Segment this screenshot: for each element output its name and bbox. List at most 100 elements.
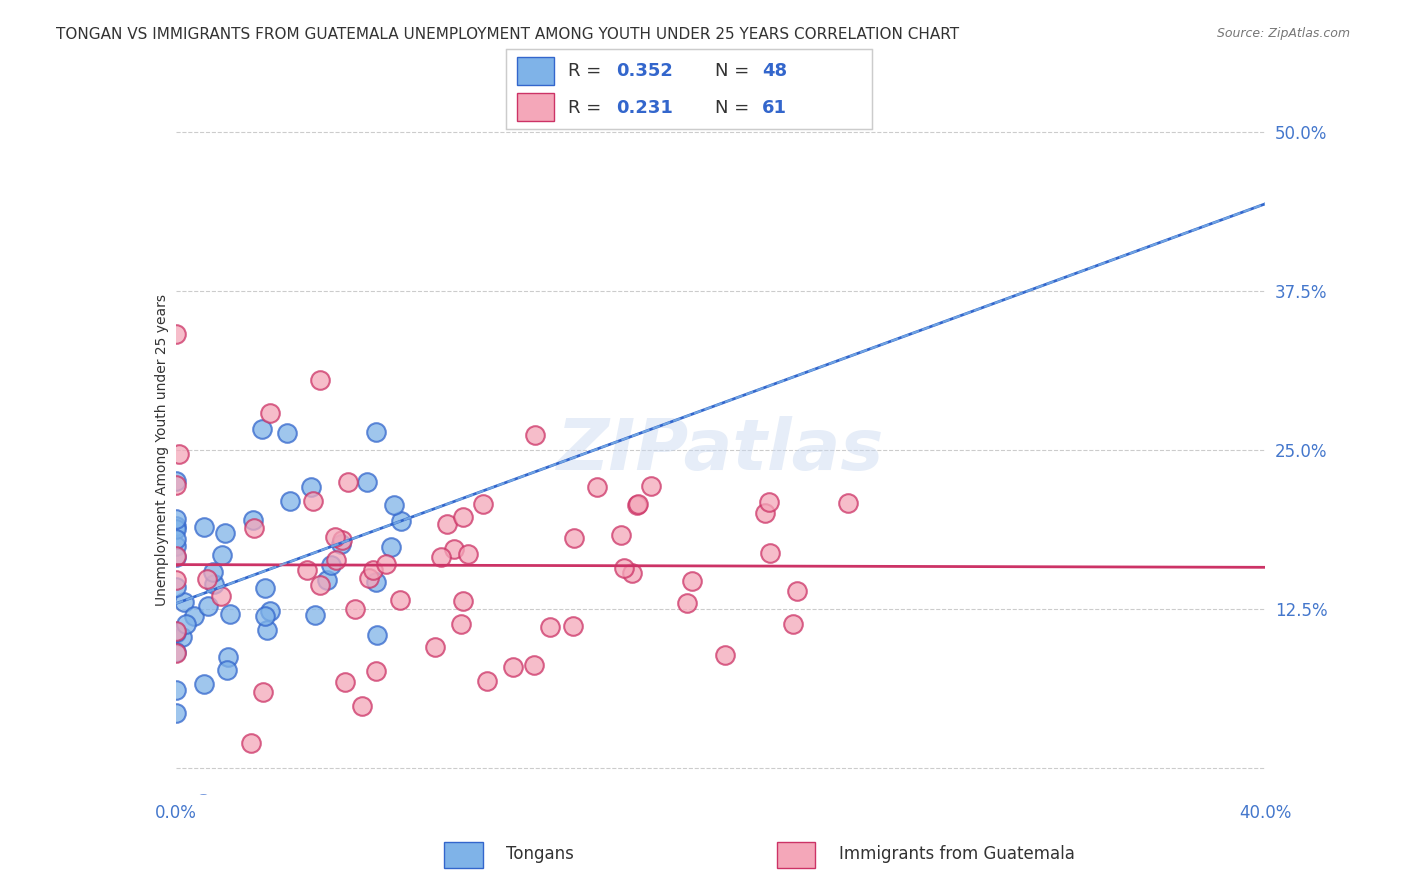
Tongans xyxy=(254,581,277,595)
Tongans xyxy=(165,539,187,553)
Tongans xyxy=(382,498,405,512)
Immigrants from Guatemala xyxy=(640,479,662,493)
Text: 48: 48 xyxy=(762,62,787,79)
Immigrants from Guatemala xyxy=(195,572,218,586)
FancyBboxPatch shape xyxy=(517,57,554,86)
Tongans xyxy=(242,513,264,527)
Immigrants from Guatemala xyxy=(450,616,472,631)
Text: Source: ZipAtlas.com: Source: ZipAtlas.com xyxy=(1216,27,1350,40)
Tongans xyxy=(165,549,187,564)
Immigrants from Guatemala xyxy=(451,509,474,524)
Tongans xyxy=(211,548,233,562)
Tongans xyxy=(250,422,273,436)
Immigrants from Guatemala xyxy=(309,374,332,388)
FancyBboxPatch shape xyxy=(778,842,815,868)
Tongans xyxy=(165,625,187,640)
Immigrants from Guatemala xyxy=(457,548,479,562)
Immigrants from Guatemala xyxy=(759,546,782,560)
Immigrants from Guatemala xyxy=(477,674,499,689)
Tongans xyxy=(276,426,298,441)
Text: N =: N = xyxy=(714,62,755,79)
Text: ZIPatlas: ZIPatlas xyxy=(557,416,884,485)
Tongans xyxy=(356,475,378,489)
Immigrants from Guatemala xyxy=(302,494,325,508)
Immigrants from Guatemala xyxy=(627,497,650,511)
Tongans xyxy=(278,494,301,508)
Tongans xyxy=(165,512,187,526)
Immigrants from Guatemala xyxy=(610,528,633,542)
Tongans xyxy=(165,474,187,488)
Immigrants from Guatemala xyxy=(436,516,458,531)
Tongans xyxy=(174,617,197,632)
Immigrants from Guatemala xyxy=(562,619,585,633)
Tongans xyxy=(165,682,187,697)
Immigrants from Guatemala xyxy=(242,521,264,535)
Immigrants from Guatemala xyxy=(165,326,187,341)
Tongans xyxy=(193,520,215,534)
Immigrants from Guatemala xyxy=(613,560,636,574)
Immigrants from Guatemala xyxy=(361,563,384,577)
FancyBboxPatch shape xyxy=(517,94,554,121)
Tongans xyxy=(202,576,225,591)
Tongans xyxy=(389,514,412,528)
Immigrants from Guatemala xyxy=(330,533,353,547)
Immigrants from Guatemala xyxy=(676,597,699,611)
Tongans xyxy=(217,650,239,665)
Tongans xyxy=(304,608,326,623)
Tongans xyxy=(173,595,195,609)
Immigrants from Guatemala xyxy=(443,541,465,556)
Tongans xyxy=(214,525,236,540)
Immigrants from Guatemala xyxy=(754,506,776,520)
Immigrants from Guatemala xyxy=(165,646,187,660)
Tongans xyxy=(259,604,281,618)
Immigrants from Guatemala xyxy=(375,558,398,572)
Immigrants from Guatemala xyxy=(323,531,346,545)
Text: N =: N = xyxy=(714,99,755,117)
Immigrants from Guatemala xyxy=(309,578,332,592)
Immigrants from Guatemala xyxy=(359,571,381,585)
Immigrants from Guatemala xyxy=(538,620,561,634)
Tongans xyxy=(380,540,402,554)
Tongans xyxy=(193,797,215,812)
FancyBboxPatch shape xyxy=(444,842,484,868)
Y-axis label: Unemployment Among Youth under 25 years: Unemployment Among Youth under 25 years xyxy=(155,294,169,607)
Tongans xyxy=(165,532,187,546)
Tongans xyxy=(315,573,337,587)
Tongans xyxy=(202,566,225,580)
Immigrants from Guatemala xyxy=(165,549,187,563)
Tongans xyxy=(165,706,187,720)
Immigrants from Guatemala xyxy=(325,553,347,567)
Tongans xyxy=(183,608,205,623)
Immigrants from Guatemala xyxy=(335,675,357,690)
Immigrants from Guatemala xyxy=(295,563,318,577)
Immigrants from Guatemala xyxy=(388,593,411,607)
Tongans xyxy=(197,599,219,613)
Immigrants from Guatemala xyxy=(364,665,387,679)
Tongans xyxy=(165,522,187,536)
Immigrants from Guatemala xyxy=(523,658,546,673)
Immigrants from Guatemala xyxy=(626,498,648,512)
Tongans xyxy=(170,630,193,644)
Immigrants from Guatemala xyxy=(165,573,187,587)
Immigrants from Guatemala xyxy=(782,617,804,632)
Tongans xyxy=(364,574,387,589)
Immigrants from Guatemala xyxy=(451,594,474,608)
Tongans xyxy=(366,425,388,439)
Immigrants from Guatemala xyxy=(209,589,232,603)
Tongans xyxy=(330,537,353,551)
Immigrants from Guatemala xyxy=(786,584,808,599)
Text: Immigrants from Guatemala: Immigrants from Guatemala xyxy=(838,845,1074,863)
Immigrants from Guatemala xyxy=(259,406,281,420)
Immigrants from Guatemala xyxy=(169,447,191,461)
Immigrants from Guatemala xyxy=(562,532,585,546)
Tongans xyxy=(254,609,277,624)
Tongans xyxy=(219,607,242,622)
Immigrants from Guatemala xyxy=(425,640,447,654)
Immigrants from Guatemala xyxy=(502,660,524,674)
Tongans xyxy=(217,663,239,677)
Immigrants from Guatemala xyxy=(621,566,644,581)
Tongans xyxy=(256,624,278,638)
Immigrants from Guatemala xyxy=(472,497,495,511)
Immigrants from Guatemala xyxy=(837,496,859,510)
Text: 61: 61 xyxy=(762,99,787,117)
